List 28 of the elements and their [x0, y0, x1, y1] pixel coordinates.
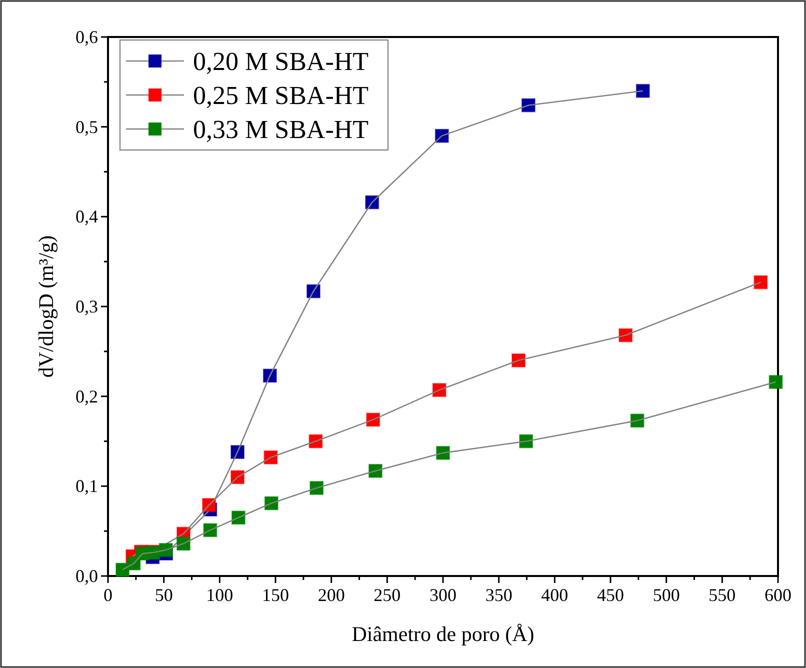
x-tick-label: 150	[262, 585, 289, 605]
y-tick-label: 0,1	[76, 476, 98, 496]
x-tick-label: 550	[708, 585, 736, 605]
x-axis-title: Diâmetro de poro (Å)	[352, 622, 534, 646]
x-tick-label: 100	[206, 585, 234, 605]
x-tick-label: 250	[374, 585, 401, 605]
x-tick-label: 350	[485, 585, 512, 605]
legend-label: 0,25 M SBA-HT	[193, 81, 369, 110]
legend-label: 0,33 M SBA-HT	[193, 115, 369, 144]
y-tick-label: 0,4	[76, 206, 98, 227]
y-axis-title: dV/dlogD (m³/g)	[34, 235, 58, 378]
point	[754, 275, 768, 290]
x-tick-label: 300	[430, 585, 456, 605]
x-tick-label: 200	[318, 585, 345, 605]
y-tick-label: 0,6	[76, 27, 98, 47]
y-tick-label: 0,0	[76, 566, 98, 586]
point	[636, 84, 650, 98]
x-tick-label: 50	[154, 585, 173, 605]
y-tick-label: 0,2	[76, 386, 98, 406]
x-tick-label: 500	[652, 585, 680, 605]
x-tick-label: 0	[104, 585, 112, 605]
point	[768, 374, 783, 389]
x-tick-label: 400	[541, 585, 568, 605]
x-tick-label: 600	[764, 585, 792, 605]
y-tick-label: 0,3	[76, 296, 98, 316]
y-tick-label: 0,5	[76, 116, 98, 137]
x-tick-label: 450	[597, 585, 624, 605]
legend-label: 0,20 M SBA-HT	[193, 47, 369, 76]
